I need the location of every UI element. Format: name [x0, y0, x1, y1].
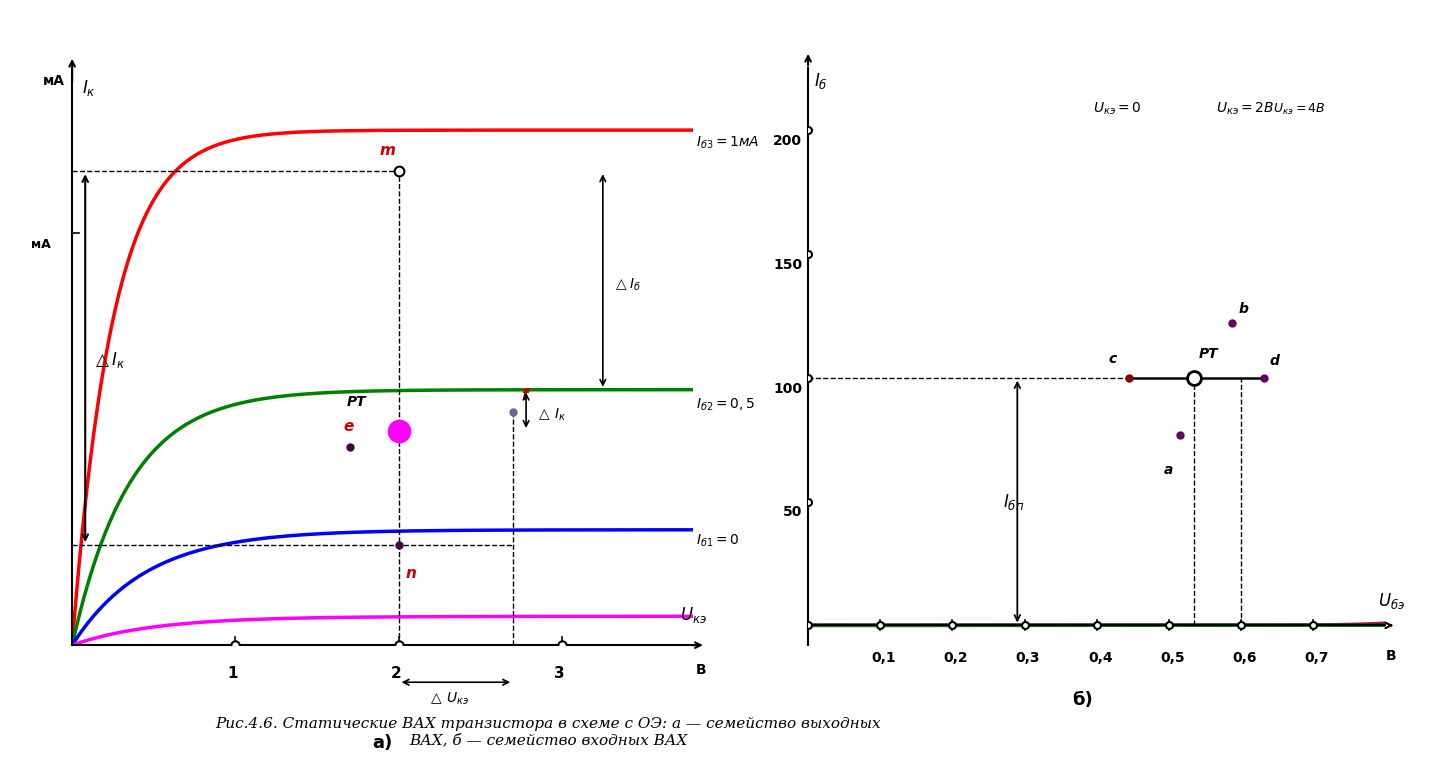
Text: мА: мА [43, 74, 65, 88]
Text: 2: 2 [391, 666, 401, 681]
Text: 0,6: 0,6 [1232, 651, 1257, 666]
Text: $I_{б2} = 0,5$: $I_{б2} = 0,5$ [696, 396, 755, 413]
Text: $\triangle\,I_к$: $\triangle\,I_к$ [535, 407, 566, 423]
Text: а): а) [372, 734, 392, 752]
Text: $I_б$: $I_б$ [814, 71, 827, 90]
Text: Рис.4.6. Статические ВАХ транзистора в схеме с ОЭ: а — семейство выходных
ВАХ, б: Рис.4.6. Статические ВАХ транзистора в с… [215, 717, 882, 748]
Text: 50: 50 [784, 505, 802, 519]
Text: m: m [380, 143, 395, 158]
Text: $I_{б3} = 1мА$: $I_{б3} = 1мА$ [696, 134, 759, 151]
Text: PT: PT [346, 395, 367, 409]
Text: b: b [1238, 302, 1248, 317]
Text: 100: 100 [773, 382, 802, 395]
Text: 3: 3 [554, 666, 564, 681]
Text: $I_к$: $I_к$ [82, 78, 95, 98]
Text: мА: мА [32, 238, 51, 250]
Text: 1: 1 [228, 666, 238, 681]
Text: 0,1: 0,1 [872, 651, 896, 666]
Text: В: В [696, 663, 707, 677]
Text: В: В [1385, 649, 1395, 663]
Text: 0,3: 0,3 [1016, 651, 1040, 666]
Text: PT: PT [1199, 347, 1218, 361]
Text: 0,2: 0,2 [944, 651, 968, 666]
Text: 0,7: 0,7 [1304, 651, 1329, 666]
Text: f: f [521, 388, 528, 403]
Text: $\triangle I_б$: $\triangle I_б$ [613, 277, 641, 293]
Text: 200: 200 [773, 134, 802, 148]
Text: 150: 150 [773, 258, 802, 272]
Text: e: e [343, 419, 354, 434]
Text: $U_{бэ}$: $U_{бэ}$ [1378, 591, 1405, 610]
Text: $U_{кэ}=4В$: $U_{кэ}=4В$ [1274, 102, 1326, 117]
Text: $I_{бп}$: $I_{бп}$ [1003, 492, 1025, 512]
Text: $U_{кэ}=0$: $U_{кэ}=0$ [1094, 101, 1141, 118]
Text: б): б) [1072, 691, 1092, 709]
Text: $U_{кэ}=2В$: $U_{кэ}=2В$ [1216, 101, 1274, 118]
Text: $\triangle\,U_{кэ}$: $\triangle\,U_{кэ}$ [429, 691, 469, 707]
Text: a: a [1165, 463, 1173, 477]
Text: 0,4: 0,4 [1088, 651, 1113, 666]
Text: d: d [1270, 354, 1280, 368]
Text: $U_{кэ}$: $U_{кэ}$ [680, 606, 707, 625]
Text: c: c [1110, 352, 1117, 366]
Text: 0,5: 0,5 [1160, 651, 1185, 666]
Text: $\triangle I_к$: $\triangle I_к$ [92, 350, 126, 370]
Text: n: n [405, 566, 416, 581]
Text: $I_{б1} = 0$: $I_{б1} = 0$ [696, 532, 739, 549]
